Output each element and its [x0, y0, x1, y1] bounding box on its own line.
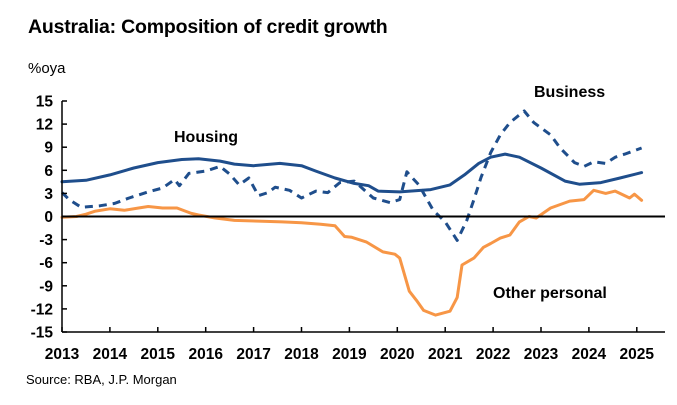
x-tick-label: 2020	[380, 346, 414, 363]
y-tick-label: 0	[44, 209, 53, 226]
series-layer	[60, 109, 644, 317]
y-tick-label: -6	[39, 255, 53, 272]
axes-layer: 15 12 9 6 3 0 -3 -6 -9 -12 -15 2013 2014 2015 2016 2017…	[31, 94, 665, 363]
x-tick-label: 2021	[428, 346, 463, 363]
series-line-other-personal	[60, 188, 644, 317]
x-tick-label: 2014	[93, 346, 128, 363]
y-tick-label: -12	[31, 301, 53, 318]
y-tick-label: 6	[44, 163, 53, 180]
series-label-business: Business	[534, 84, 605, 101]
series-line-housing	[60, 152, 644, 194]
y-tick-label: 9	[44, 140, 53, 157]
x-tick-label: 2024	[572, 346, 607, 363]
y-tick-label: -15	[31, 325, 54, 342]
x-tick-label: 2022	[476, 346, 510, 363]
series-line-business	[60, 109, 643, 242]
y-tick-label: -3	[39, 232, 53, 249]
x-tick-label: 2017	[236, 346, 270, 363]
x-tick-label: 2019	[332, 346, 367, 363]
source-note: Source: RBA, J.P. Morgan	[26, 372, 177, 387]
x-tick-label: 2013	[45, 346, 80, 363]
x-tick-label: 2023	[524, 346, 559, 363]
chart-title: Australia: Composition of credit growth	[28, 16, 388, 38]
x-tick-label: 2015	[141, 346, 176, 363]
y-tick-label: -9	[39, 278, 53, 295]
series-label-housing: Housing	[174, 129, 238, 146]
y-tick-label: 3	[44, 186, 53, 203]
y-tick-label: 12	[36, 117, 53, 134]
x-tick-label: 2025	[620, 346, 655, 363]
y-axis-unit-label: %oya	[28, 60, 66, 77]
series-label-other-personal: Other personal	[493, 285, 607, 302]
x-tick-label: 2016	[188, 346, 223, 363]
x-tick-label: 2018	[284, 346, 319, 363]
y-tick-label: 15	[36, 94, 54, 111]
